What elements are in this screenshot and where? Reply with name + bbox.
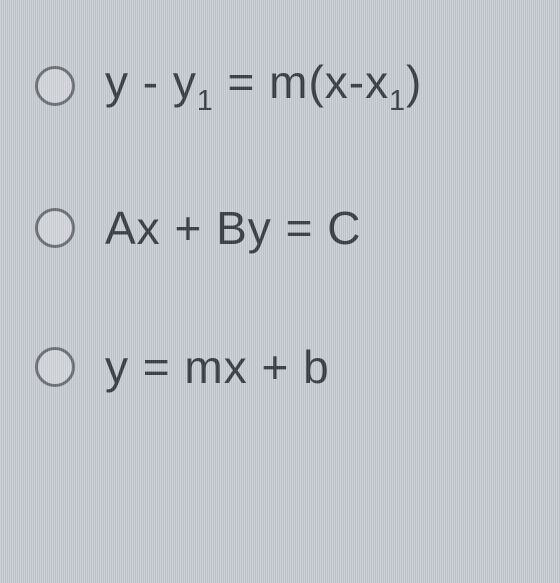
formula-text: Ax + By = C (105, 202, 361, 254)
formula-text: = m(x-x (214, 56, 389, 108)
formula-text: y - y (105, 56, 197, 108)
radio-icon[interactable] (35, 347, 75, 387)
formula-slope-intercept: y = mx + b (105, 340, 330, 394)
option-point-slope[interactable]: y - y1 = m(x-x1) (35, 55, 540, 116)
subscript: 1 (389, 85, 406, 117)
formula-standard-form: Ax + By = C (105, 201, 361, 255)
option-standard-form[interactable]: Ax + By = C (35, 201, 540, 255)
formula-text: y = mx + b (105, 341, 330, 393)
subscript: 1 (197, 85, 214, 117)
radio-icon[interactable] (35, 66, 75, 106)
option-slope-intercept[interactable]: y = mx + b (35, 340, 540, 394)
options-list: y - y1 = m(x-x1) Ax + By = C y = mx + b (0, 0, 560, 394)
radio-icon[interactable] (35, 208, 75, 248)
formula-text: ) (406, 56, 422, 108)
formula-point-slope: y - y1 = m(x-x1) (105, 55, 422, 116)
